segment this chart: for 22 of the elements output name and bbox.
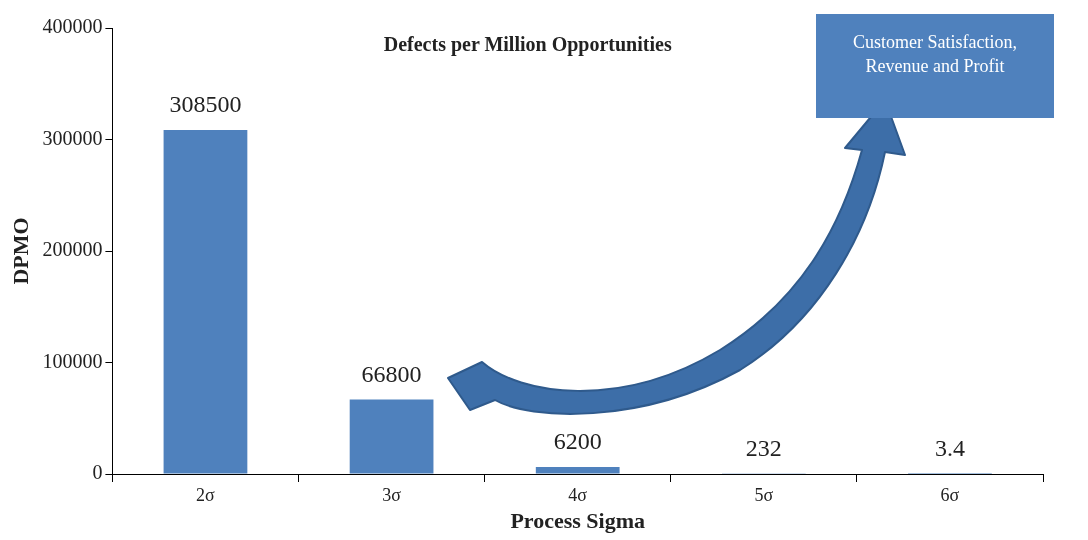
x-axis-title: Process Sigma [510, 508, 646, 534]
data-label: 6200 [553, 428, 602, 455]
x-tick-label: 6σ [940, 484, 960, 505]
y-tick-label: 200000 [42, 238, 103, 261]
y-axis-title: DPMO [7, 217, 33, 285]
bar [349, 399, 434, 474]
x-tick-label: 3σ [382, 484, 402, 505]
y-tick-label: 100000 [42, 349, 103, 372]
y-tick-label: 400000 [42, 15, 103, 38]
data-label: 308500 [169, 91, 242, 118]
callout-box: Customer Satisfaction, Revenue and Profit [816, 14, 1054, 118]
x-tick-label: 4σ [568, 484, 588, 505]
x-tick-label: 2σ [196, 484, 216, 505]
bar [163, 130, 248, 474]
x-tick-label: 5σ [754, 484, 774, 505]
y-tick-label: 0 [92, 461, 103, 484]
bar [535, 467, 620, 474]
data-label: 3.4 [934, 435, 965, 462]
chart-title: Defects per Million Opportunities [383, 33, 672, 57]
y-tick-label: 300000 [42, 126, 103, 149]
data-label: 232 [745, 435, 782, 462]
data-label: 66800 [361, 360, 422, 387]
